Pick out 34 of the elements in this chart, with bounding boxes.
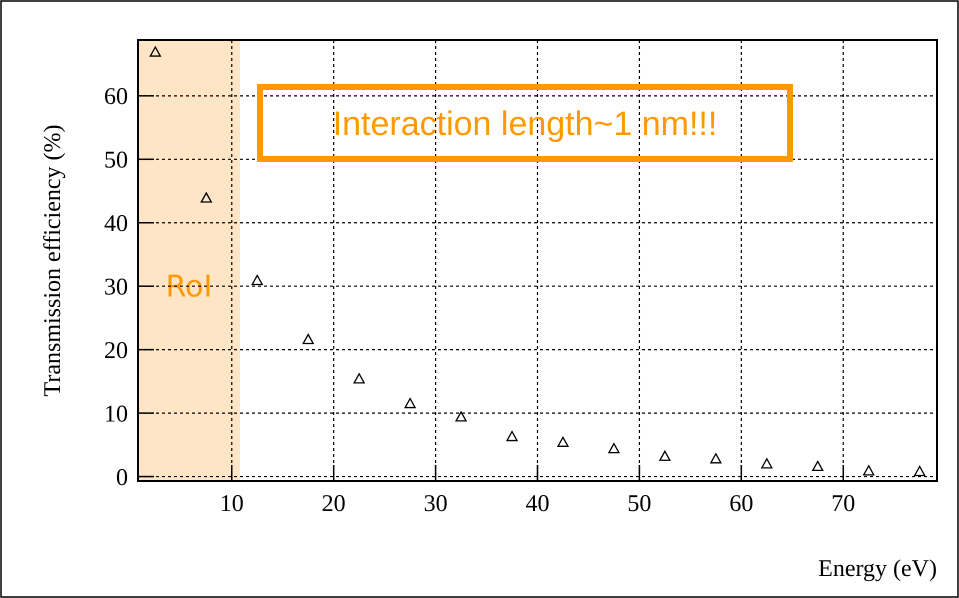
x-tick-label: 20 bbox=[322, 491, 346, 517]
x-tick-label: 60 bbox=[729, 491, 754, 517]
y-tick-label: 60 bbox=[104, 84, 128, 110]
point bbox=[914, 466, 926, 476]
point bbox=[252, 274, 263, 286]
point bbox=[404, 398, 416, 408]
y-tick-label: 50 bbox=[104, 148, 128, 174]
point bbox=[710, 453, 722, 464]
x-tick-label: 50 bbox=[627, 491, 652, 517]
y-axis-title: Transmission efficiency (%) bbox=[40, 124, 66, 396]
point bbox=[812, 460, 824, 472]
point bbox=[608, 442, 620, 454]
point bbox=[302, 334, 314, 344]
point bbox=[455, 411, 467, 422]
band-label: RoI bbox=[166, 270, 212, 305]
x-tick-label: 70 bbox=[831, 491, 856, 517]
point bbox=[863, 465, 874, 476]
x-axis-title: Energy (eV) bbox=[818, 556, 937, 582]
y-tick-label: 0 bbox=[116, 464, 128, 491]
point bbox=[354, 373, 365, 384]
point bbox=[761, 458, 772, 469]
point bbox=[557, 436, 569, 447]
point bbox=[150, 46, 161, 57]
x-tick-label: 10 bbox=[220, 491, 244, 517]
annotation: Interaction length~1 nm!!! bbox=[332, 104, 718, 143]
y-tick-label: 20 bbox=[104, 338, 128, 364]
point bbox=[200, 192, 212, 203]
point bbox=[659, 450, 671, 461]
y-tick-label: 30 bbox=[104, 274, 128, 301]
x-tick-label: 40 bbox=[526, 491, 550, 517]
x-tick-label: 30 bbox=[424, 491, 448, 517]
y-tick-label: 10 bbox=[104, 402, 128, 428]
y-tick-label: 40 bbox=[104, 211, 128, 238]
point bbox=[506, 430, 518, 442]
